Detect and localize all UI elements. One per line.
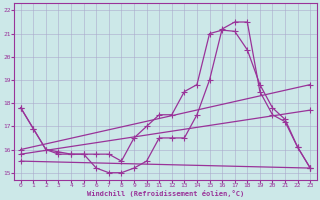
X-axis label: Windchill (Refroidissement éolien,°C): Windchill (Refroidissement éolien,°C) [87,190,244,197]
